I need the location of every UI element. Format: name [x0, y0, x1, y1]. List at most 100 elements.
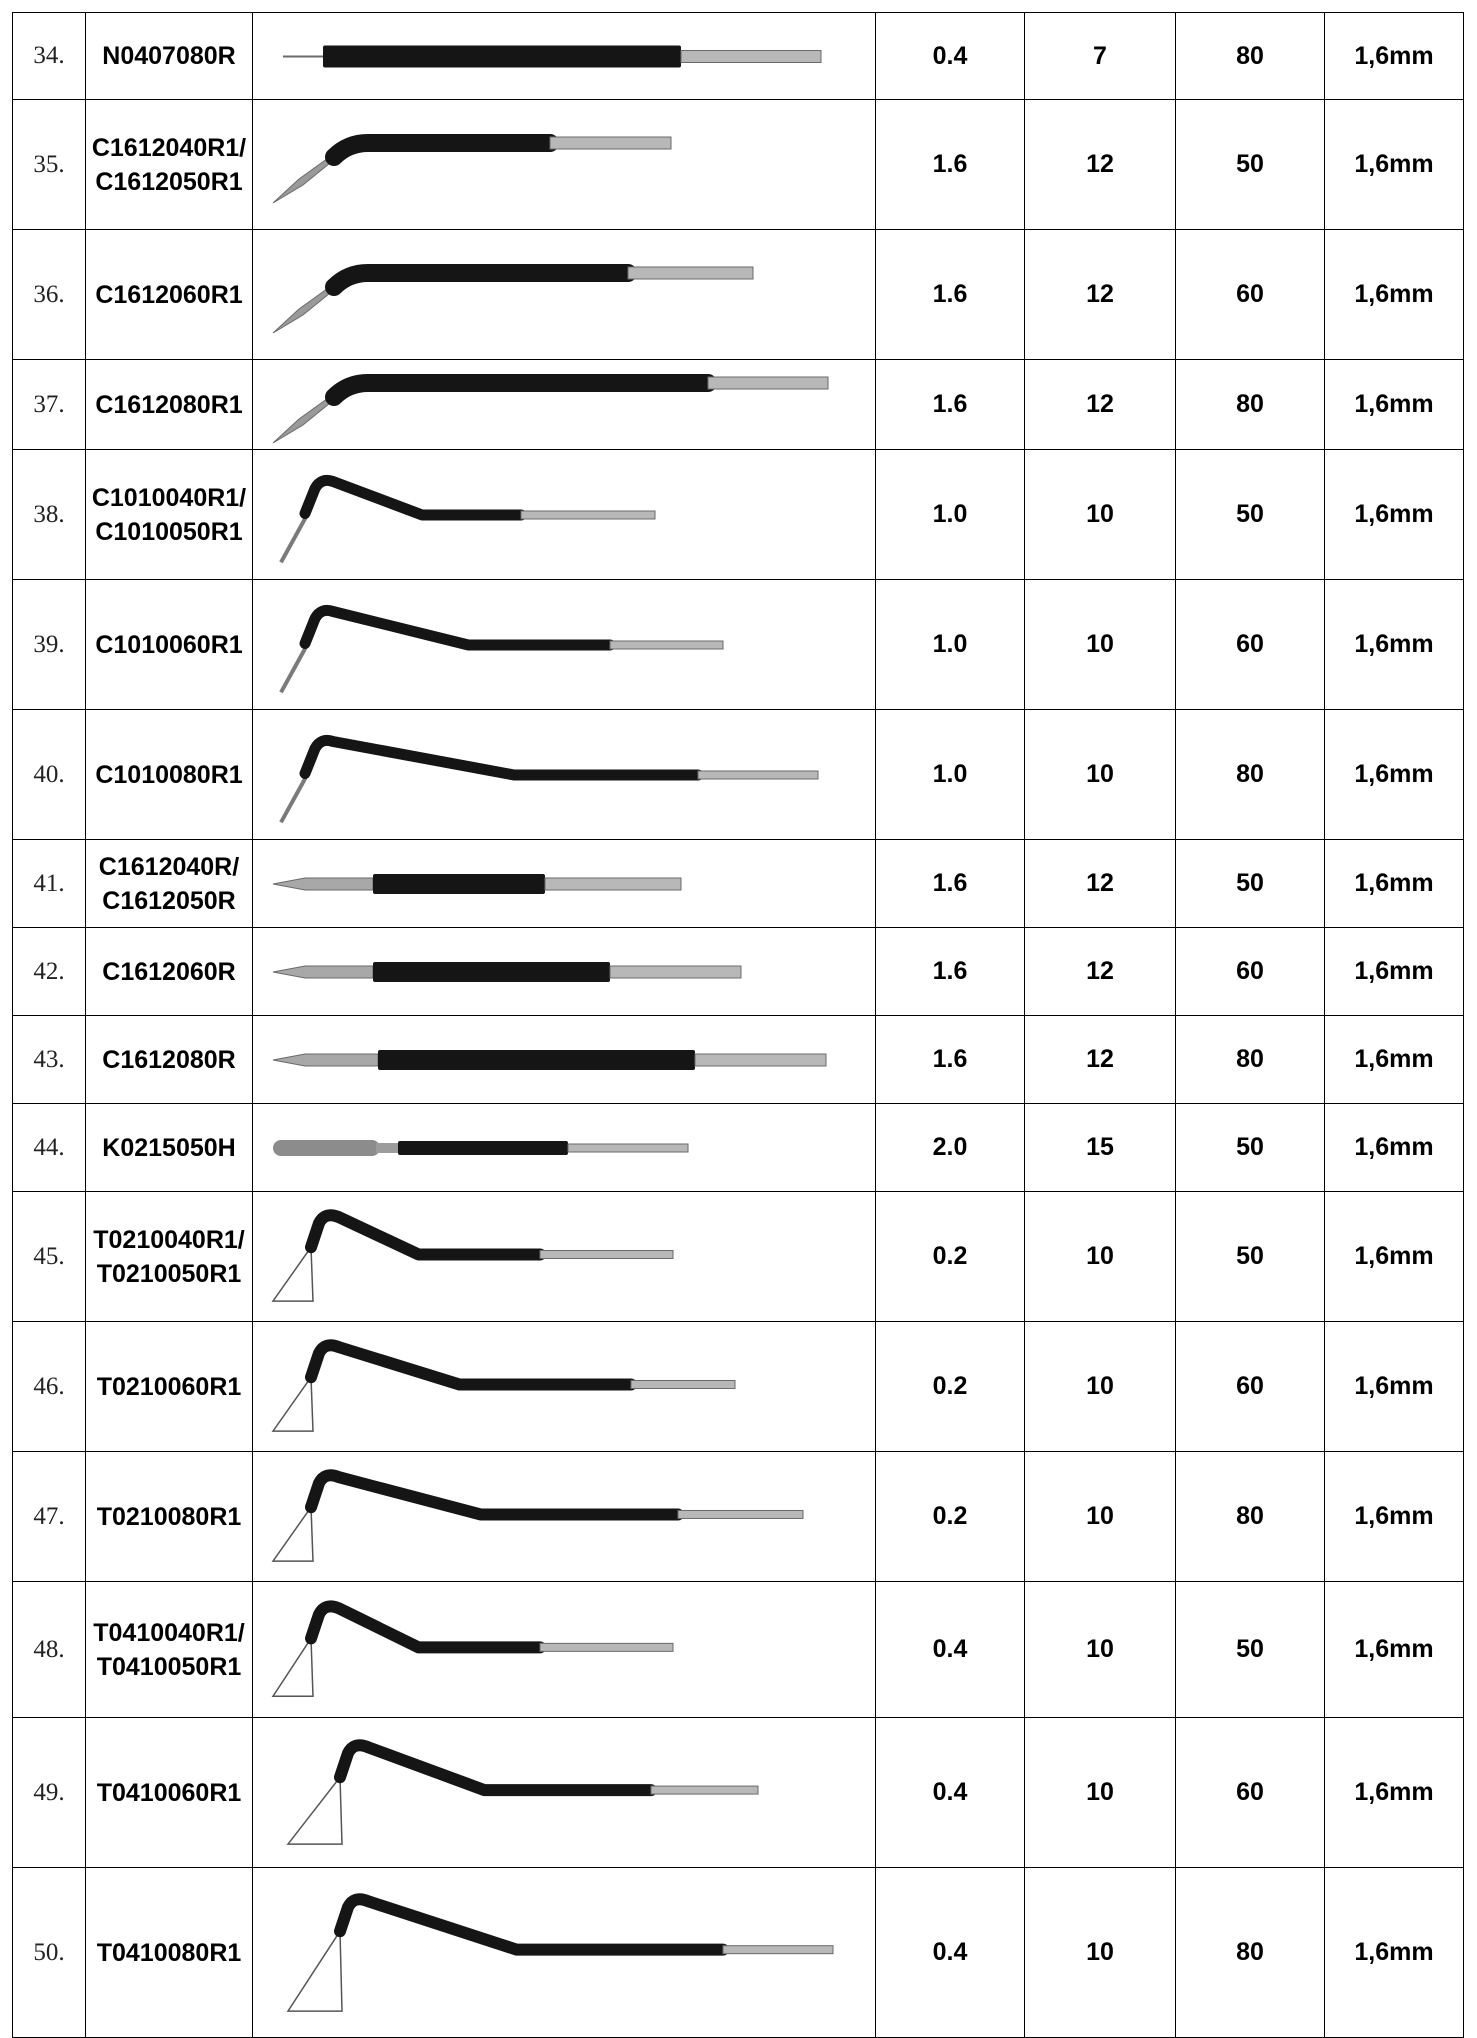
- table-row: 41. C1612040R/C1612050R 1.6 12 50 1,6mm: [12, 839, 1464, 928]
- spec-value-1: 1.6: [875, 927, 1025, 1016]
- spec-value-4: 1,6mm: [1324, 1451, 1464, 1582]
- product-code-cell: T0410060R1: [85, 1717, 253, 1868]
- spec-value-2: 12: [1024, 99, 1176, 230]
- spec-value-2: 12: [1024, 359, 1176, 450]
- row-number: 42.: [12, 927, 86, 1016]
- triangle-loop-electrode-icon: [271, 1338, 736, 1432]
- spec-value-2: 12: [1024, 927, 1176, 1016]
- table-row: 44. K0215050H 2.0 15 50 1,6mm: [12, 1103, 1464, 1192]
- electrode-wire-loop: [286, 1928, 343, 2012]
- electrode-image-cell: [252, 99, 876, 230]
- electrode-wire-loop: [271, 1504, 314, 1562]
- straight-needle-electrode-icon: [272, 961, 742, 982]
- row-number: 48.: [12, 1581, 86, 1718]
- electrode-image-cell: [252, 12, 876, 100]
- product-code: C1612060R: [102, 957, 236, 986]
- spec-value-4: 1,6mm: [1324, 1321, 1464, 1452]
- electrode-shaft: [567, 1143, 689, 1152]
- spec-value-2: 10: [1024, 1191, 1176, 1322]
- spec-value-1: 0.4: [875, 1717, 1025, 1868]
- spec-value-2: 10: [1024, 1321, 1176, 1452]
- spec-value-2: 10: [1024, 1581, 1176, 1718]
- product-code: T0410040R1/: [93, 1618, 245, 1647]
- electrode-shaft: [544, 877, 682, 890]
- table-row: 36. C1612060R1 1.6 12 60 1,6mm: [12, 229, 1464, 360]
- electrode-insulation: [334, 1738, 657, 1796]
- electrode-shaft: [609, 965, 742, 978]
- spec-value-2: 10: [1024, 1867, 1176, 2038]
- product-code-cell: N0407080R: [85, 12, 253, 100]
- electrode-shaft: [609, 640, 724, 649]
- spec-value-3: 50: [1175, 449, 1325, 580]
- spec-value-3: 80: [1175, 1867, 1325, 2038]
- row-number: 47.: [12, 1451, 86, 1582]
- row-number: 49.: [12, 1717, 86, 1868]
- electrode-image-cell: [252, 1867, 876, 2038]
- spec-value-1: 0.2: [875, 1451, 1025, 1582]
- electrode-image-cell: [252, 1581, 876, 1718]
- row-number: 41.: [12, 839, 86, 928]
- product-code: N0407080R: [102, 42, 236, 70]
- row-number: 39.: [12, 579, 86, 710]
- row-number: 37.: [12, 359, 86, 450]
- straight-needle-electrode-icon: [272, 873, 682, 894]
- row-number: 40.: [12, 709, 86, 840]
- spec-value-1: 0.2: [875, 1191, 1025, 1322]
- table-row: 43. C1612080R 1.6 12 80 1,6mm: [12, 1015, 1464, 1104]
- ball-electrode-icon: [273, 1139, 689, 1156]
- electrode-shaft: [549, 136, 672, 149]
- product-code: T0410050R1: [96, 1652, 242, 1681]
- row-number: 50.: [12, 1867, 86, 2038]
- electrode-shaft: [539, 1249, 674, 1259]
- spec-value-3: 60: [1175, 1321, 1325, 1452]
- product-code: C1010080R1: [95, 760, 243, 789]
- electrode-shaft: [697, 770, 819, 779]
- spec-value-3: 60: [1175, 1717, 1325, 1868]
- product-code-cell: C1612060R1: [85, 229, 253, 360]
- spec-value-1: 1.0: [875, 709, 1025, 840]
- needle-electrode-icon: [283, 45, 822, 67]
- spec-value-2: 15: [1024, 1103, 1176, 1192]
- electrode-wire-loop: [286, 1774, 343, 1845]
- spec-value-3: 50: [1175, 99, 1325, 230]
- spec-value-1: 0.2: [875, 1321, 1025, 1452]
- bent-needle-electrode-icon: [272, 373, 829, 443]
- spec-value-4: 1,6mm: [1324, 1103, 1464, 1192]
- product-code: T0410060R1: [96, 1778, 242, 1807]
- product-code-cell: C1612060R: [85, 927, 253, 1016]
- spec-value-4: 1,6mm: [1324, 839, 1464, 928]
- spec-value-2: 7: [1024, 12, 1176, 100]
- spec-value-3: 80: [1175, 709, 1325, 840]
- electrode-shaft: [694, 1053, 827, 1066]
- electrode-insulation: [305, 1338, 637, 1390]
- electrode-insulation: [305, 1208, 546, 1260]
- spec-value-2: 10: [1024, 709, 1176, 840]
- spec-value-1: 1.6: [875, 839, 1025, 928]
- bent-needle-electrode-icon: [272, 263, 754, 333]
- electrode-image-cell: [252, 1717, 876, 1868]
- electrode-shaft: [677, 1509, 804, 1519]
- spec-value-3: 60: [1175, 229, 1325, 360]
- electrode-wire-loop: [271, 1635, 314, 1697]
- product-code: C1612060R1: [95, 280, 243, 309]
- electrode-insulation: [323, 45, 681, 67]
- product-code: T0210060R1: [96, 1372, 242, 1401]
- electrode-shaft: [627, 266, 754, 279]
- product-code-cell: C1010040R1/C1010050R1: [85, 449, 253, 580]
- spec-value-4: 1,6mm: [1324, 927, 1464, 1016]
- table-row: 39. C1010060R1 1.0 10 60 1,6mm: [12, 579, 1464, 710]
- product-code-cell: C1612080R: [85, 1015, 253, 1104]
- table-row: 46. T0210060R1 0.2 10 60 1,6mm: [12, 1321, 1464, 1452]
- electrode-spec-table: 34. N0407080R 0.4 7 80 1,6mm 35. C1612040R1/C16…: [12, 12, 1464, 2038]
- electrode-ball-tip: [273, 1139, 380, 1156]
- product-code-cell: T0210040R1/T0210050R1: [85, 1191, 253, 1322]
- product-code: K0215050H: [102, 1133, 236, 1162]
- table-row: 34. N0407080R 0.4 7 80 1,6mm: [12, 12, 1464, 100]
- row-number: 35.: [12, 99, 86, 230]
- table-row: 50. T0410080R1 0.4 10 80 1,6mm: [12, 1867, 1464, 2038]
- electrode-insulation: [305, 1599, 546, 1653]
- hooked-needle-electrode-icon: [279, 734, 819, 823]
- electrode-tip: [272, 877, 374, 890]
- electrode-shaft: [650, 1785, 759, 1795]
- spec-value-3: 60: [1175, 927, 1325, 1016]
